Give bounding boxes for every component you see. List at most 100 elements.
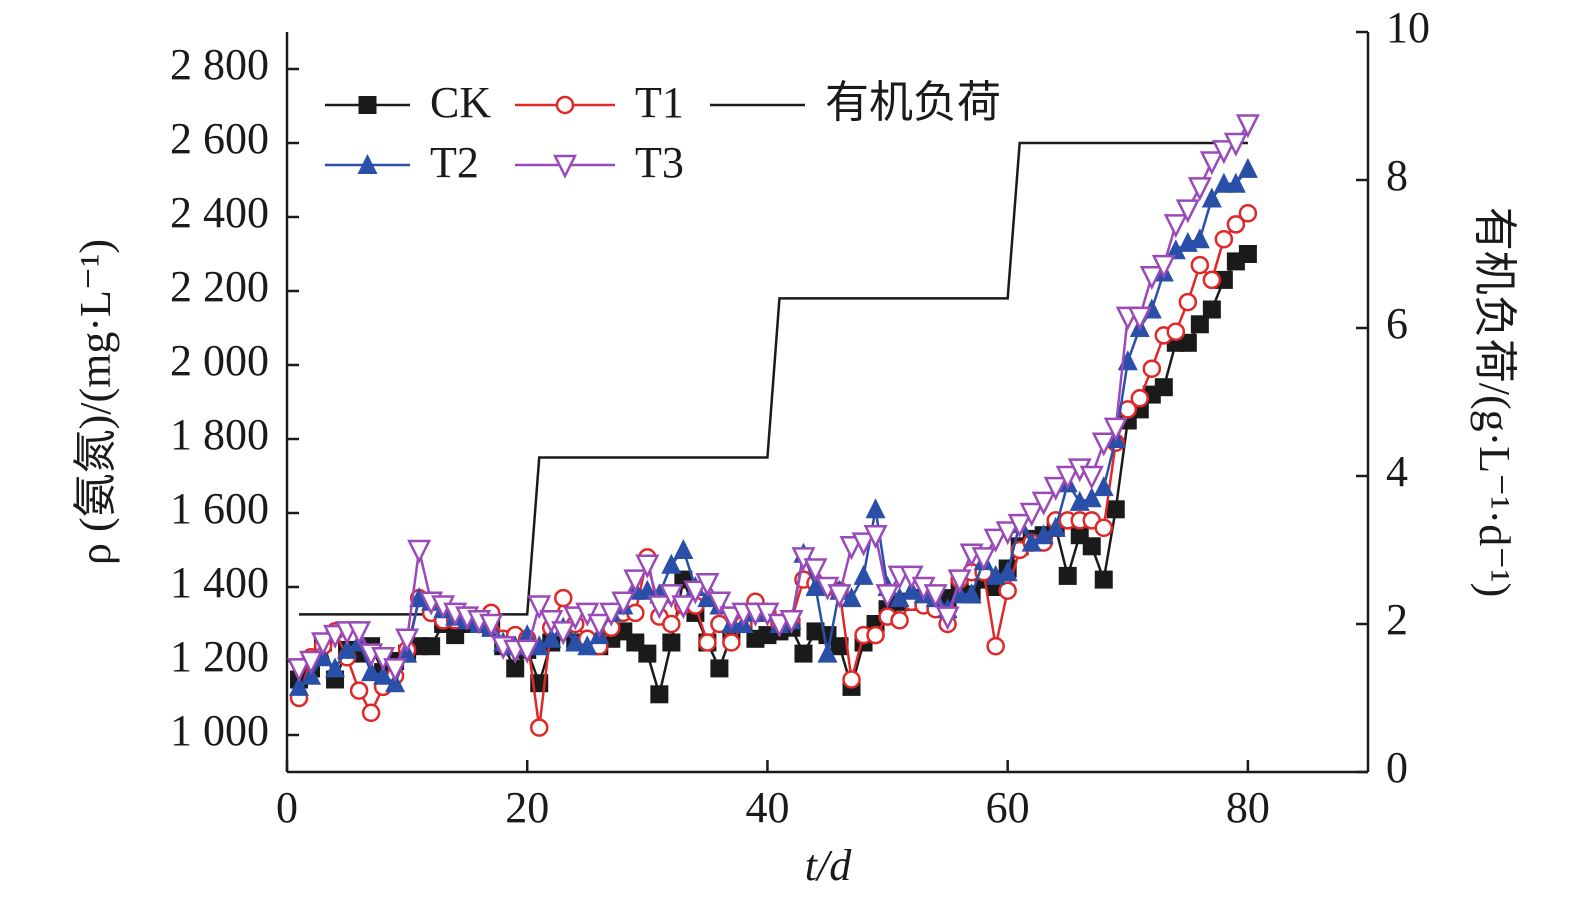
marker <box>983 528 1008 553</box>
marker <box>347 621 372 646</box>
marker <box>527 595 552 620</box>
legend-label: T3 <box>635 138 684 187</box>
marker <box>971 547 996 572</box>
marker <box>865 498 886 519</box>
marker <box>995 521 1020 546</box>
y-tick-label: 2 600 <box>170 114 269 163</box>
marker <box>1045 516 1066 537</box>
x-tick-label: 80 <box>1226 783 1270 832</box>
marker <box>1223 132 1248 157</box>
marker <box>1238 204 1258 223</box>
y-tick-label: 1 600 <box>170 484 269 533</box>
marker <box>875 584 900 609</box>
marker <box>397 642 418 663</box>
marker <box>1214 229 1234 249</box>
marker <box>479 613 504 638</box>
marker <box>1094 570 1113 589</box>
legend-label: T2 <box>430 138 479 187</box>
marker <box>662 633 681 652</box>
marker <box>647 595 672 620</box>
marker <box>710 659 729 678</box>
marker <box>358 96 377 114</box>
marker <box>1178 333 1197 352</box>
marker <box>1091 432 1116 457</box>
marker <box>383 658 408 683</box>
marker <box>698 633 717 652</box>
marker <box>1079 465 1104 490</box>
y-tick-label: 1 800 <box>170 410 269 459</box>
marker <box>830 637 849 656</box>
marker <box>286 658 312 683</box>
marker <box>1033 524 1054 545</box>
marker <box>637 579 658 600</box>
marker <box>409 587 430 608</box>
marker <box>554 588 573 608</box>
marker <box>662 614 681 634</box>
marker <box>1175 199 1200 224</box>
marker <box>611 591 636 616</box>
y2-tick-label: 0 <box>1386 743 1408 792</box>
marker <box>842 670 861 689</box>
y-tick-label: 1 000 <box>170 706 269 755</box>
y-axis-label: ρ (氨氮)/(mg·L⁻¹) <box>71 239 120 565</box>
marker <box>422 637 441 656</box>
marker <box>325 657 346 678</box>
marker <box>683 580 708 605</box>
marker <box>1055 465 1080 490</box>
marker <box>817 642 838 663</box>
marker <box>1190 255 1210 275</box>
legend-label: 有机负荷 <box>825 78 1001 127</box>
marker <box>555 95 575 115</box>
marker <box>1103 417 1128 442</box>
marker <box>853 564 874 585</box>
marker <box>1130 389 1150 408</box>
marker <box>638 644 657 663</box>
legend-label: T1 <box>635 78 684 127</box>
marker <box>890 611 909 630</box>
marker <box>1202 300 1221 319</box>
marker <box>1202 270 1222 290</box>
marker <box>863 524 888 549</box>
marker <box>361 703 381 723</box>
marker <box>1154 378 1173 397</box>
marker <box>407 539 432 564</box>
marker <box>1187 177 1212 202</box>
marker <box>599 602 624 627</box>
marker <box>841 587 862 608</box>
marker <box>517 624 538 645</box>
marker <box>1082 537 1101 556</box>
marker <box>506 659 525 678</box>
marker <box>1007 513 1032 538</box>
marker <box>707 591 732 616</box>
marker <box>1093 476 1114 497</box>
marker <box>803 558 828 583</box>
marker <box>998 581 1017 600</box>
x-tick-label: 60 <box>986 783 1030 832</box>
marker <box>1238 245 1257 263</box>
marker <box>1189 228 1210 249</box>
marker <box>794 644 813 663</box>
marker <box>349 681 369 700</box>
y2-tick-label: 6 <box>1386 299 1408 348</box>
marker <box>1142 359 1162 378</box>
y-tick-label: 2 400 <box>170 188 269 237</box>
marker <box>671 595 696 620</box>
marker <box>1094 518 1114 538</box>
marker <box>1201 187 1222 208</box>
x-tick-label: 0 <box>276 783 298 832</box>
marker <box>986 636 1005 656</box>
marker <box>298 650 324 675</box>
marker <box>635 554 660 579</box>
marker <box>313 646 334 667</box>
marker <box>311 632 336 657</box>
marker <box>529 718 549 737</box>
marker <box>827 584 852 609</box>
series-line <box>299 141 1248 616</box>
marker <box>1043 476 1068 501</box>
marker <box>805 576 826 596</box>
marker <box>695 573 720 598</box>
legend-label: CK <box>430 78 491 127</box>
marker <box>851 532 876 557</box>
marker <box>1117 350 1138 371</box>
